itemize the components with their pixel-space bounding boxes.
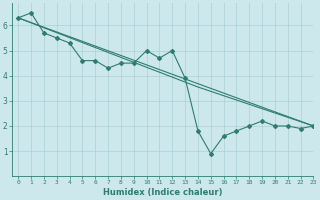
X-axis label: Humidex (Indice chaleur): Humidex (Indice chaleur) — [103, 188, 222, 197]
